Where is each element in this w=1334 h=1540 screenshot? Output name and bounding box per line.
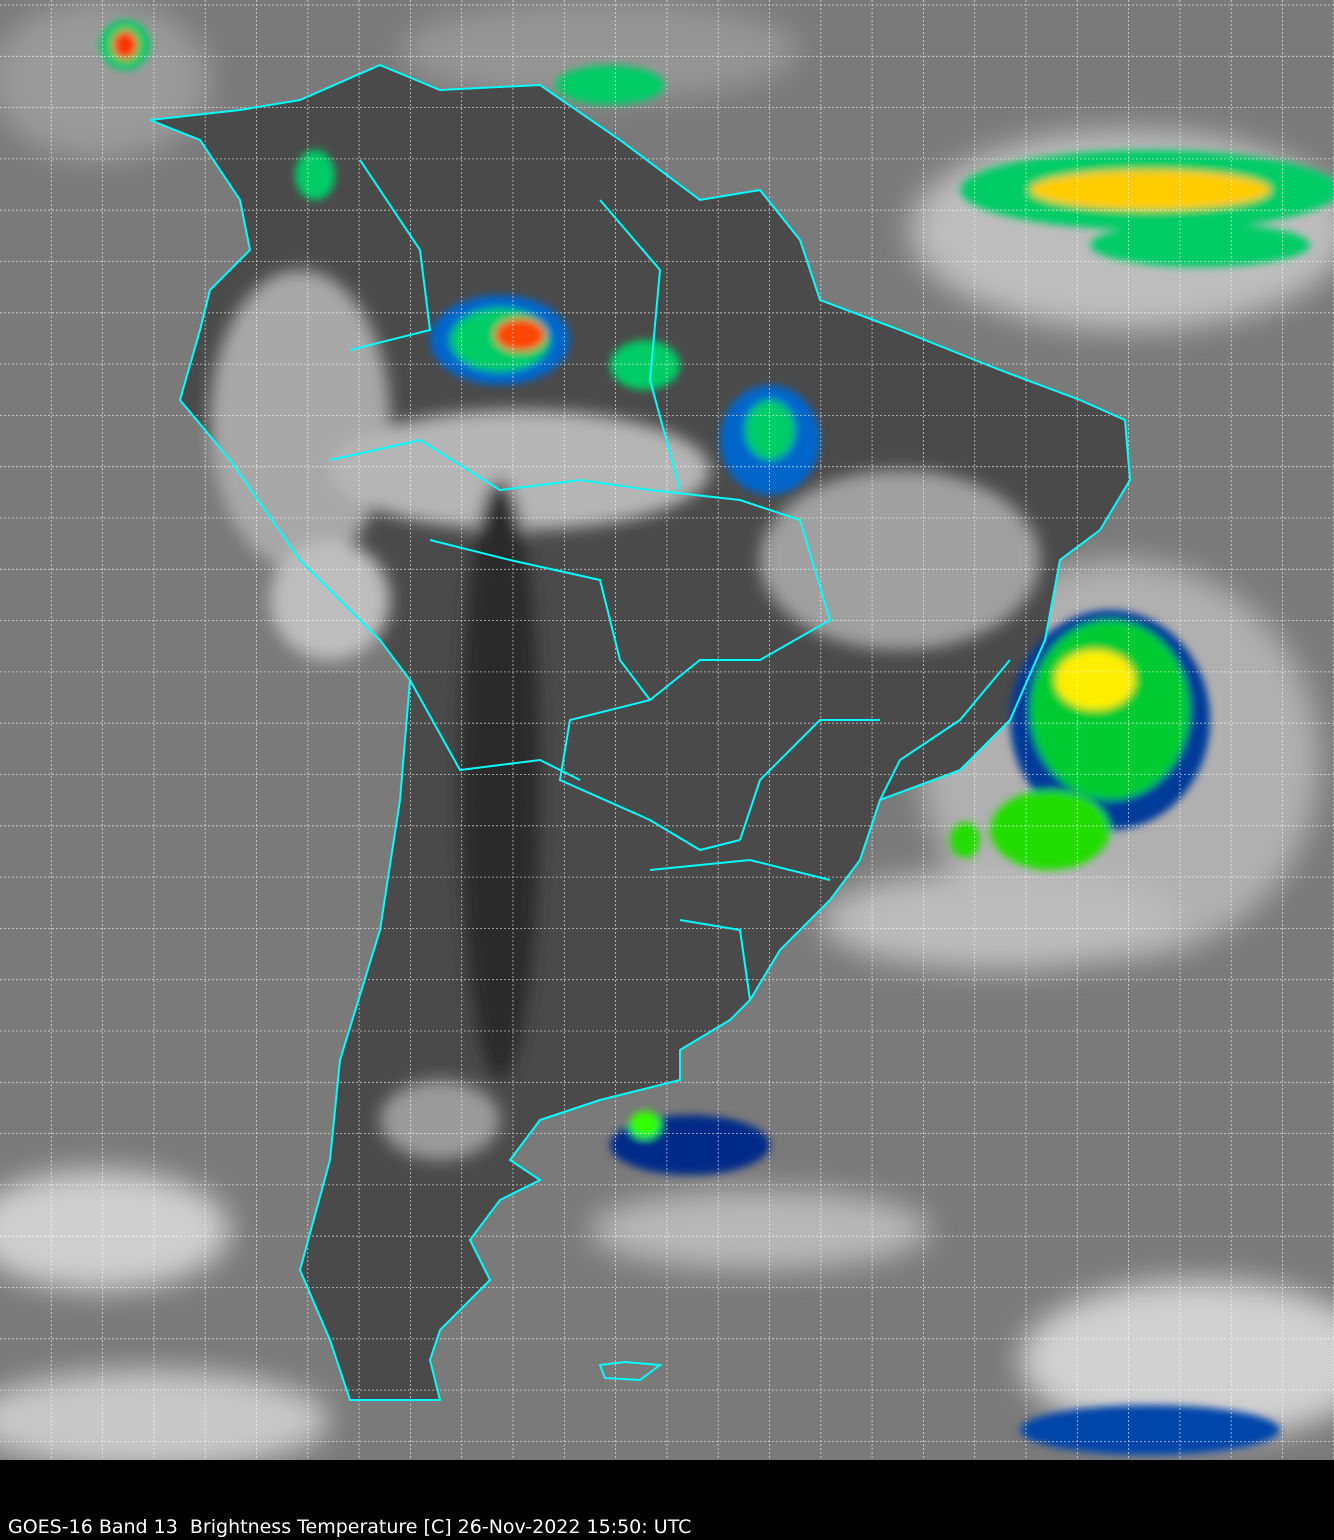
image-caption: GOES-16 Band 13 Brightness Temperature […: [8, 1516, 692, 1538]
lat-lon-grid: [0, 0, 1334, 1460]
land-cloud-layer: [210, 270, 1040, 1160]
satellite-image-map: [0, 0, 1334, 1460]
coastline-borders: [149, 63, 1132, 1401]
falkland-islands-outline: [598, 1360, 663, 1382]
continent-land: [150, 65, 1130, 1400]
